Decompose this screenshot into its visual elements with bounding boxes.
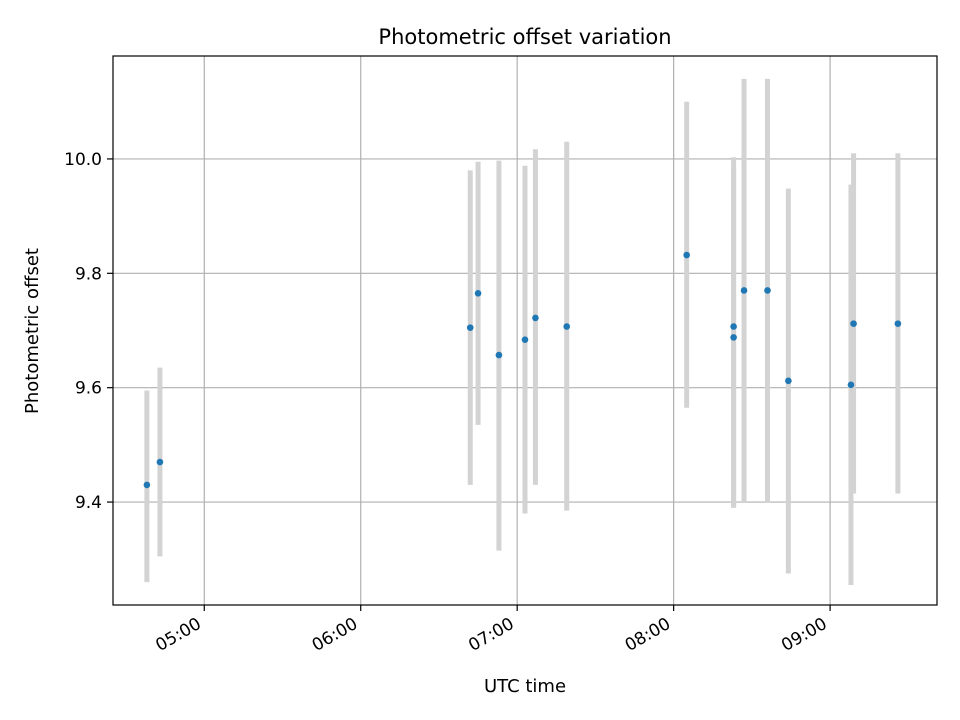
data-point (532, 314, 539, 322)
data-point (474, 290, 482, 297)
x-axis-label: UTC time (484, 676, 566, 697)
point-layer (143, 251, 902, 489)
data-point (683, 251, 690, 259)
y-tick-label: 9.8 (75, 264, 102, 284)
data-point (847, 381, 855, 389)
plot-frame (112, 55, 938, 606)
data-point (563, 323, 571, 330)
data-point (730, 334, 737, 341)
y-tick-label: 9.4 (75, 493, 102, 513)
data-point (156, 458, 164, 466)
data-point (894, 320, 902, 327)
data-point (740, 287, 748, 294)
data-point (143, 481, 151, 489)
data-point (521, 336, 529, 343)
data-point (850, 320, 857, 327)
data-point (730, 323, 737, 330)
data-point (495, 351, 503, 359)
y-tick-label: 10.0 (64, 150, 102, 170)
chart-title: Photometric offset variation (378, 25, 671, 49)
data-point (466, 324, 474, 331)
y-tick-label: 9.6 (75, 379, 102, 399)
data-point (785, 377, 792, 385)
y-axis-label: Photometric offset (22, 248, 43, 414)
data-point (764, 287, 771, 294)
